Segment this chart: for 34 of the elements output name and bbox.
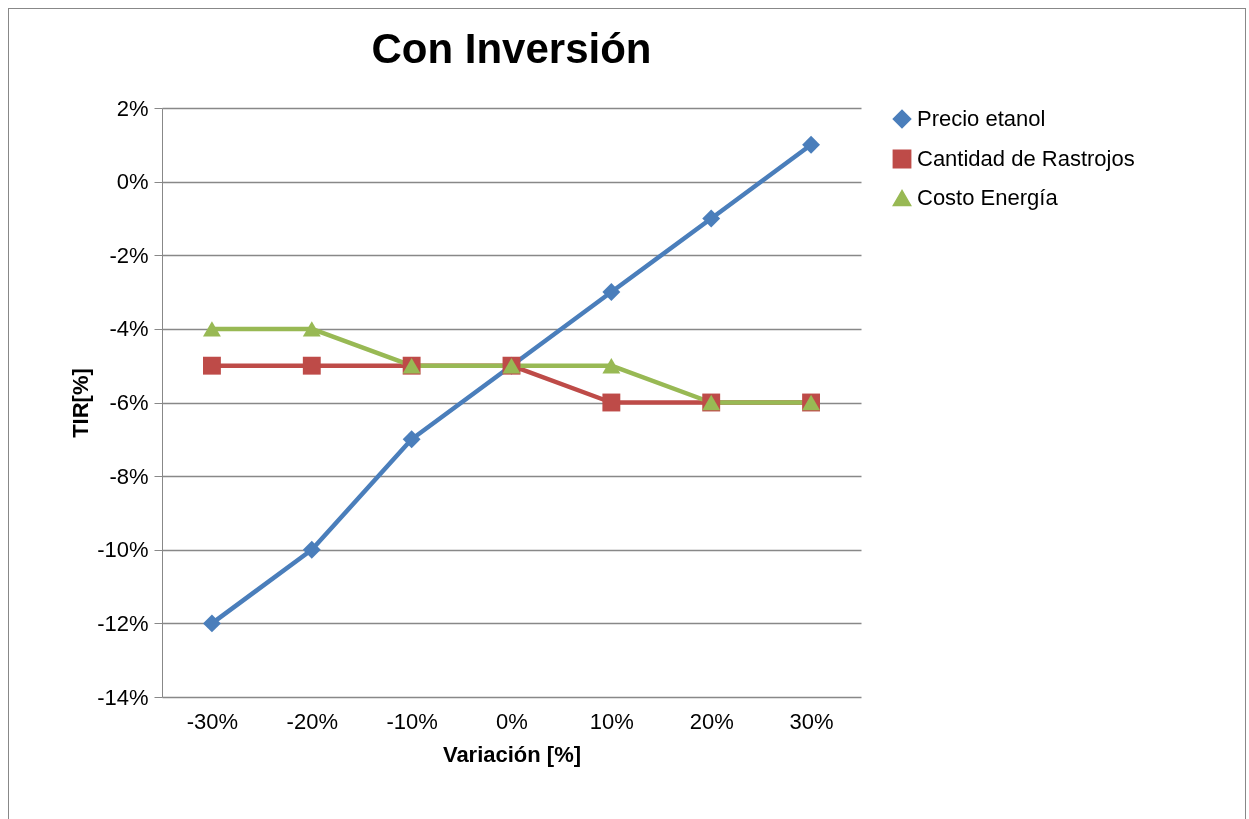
point [602,283,621,302]
point [402,430,421,449]
point [302,540,321,559]
y-tick-label: 2% [116,95,149,121]
x-tick-label: -10% [386,708,438,734]
point [202,356,221,375]
chart-title: Con Inversión [371,25,652,72]
point [202,614,221,633]
point [602,357,621,374]
y-tick-label: -14% [97,684,149,710]
y-tick-label: -6% [109,390,149,415]
y-tick-label: -10% [97,537,149,563]
x-axis-title: Variación [%] [442,741,582,767]
x-tick-label: 0% [496,708,528,734]
point [302,356,321,375]
x-tick-label: -30% [186,708,239,734]
x-tick-label: 10% [589,708,634,734]
point [202,321,221,337]
y-tick-label: -12% [97,610,149,636]
legend-label: Costo Energía [917,185,1059,210]
y-tick-label: -4% [109,316,149,342]
legend-label: Cantidad de Rastrojos [917,146,1135,171]
y-tick-label: -8% [109,463,149,489]
point [702,209,721,228]
x-tick-label: 20% [689,708,734,734]
point [602,393,621,412]
x-tick-label: -20% [286,708,338,734]
y-tick-label: 0% [116,169,149,195]
y-axis-title: TIR[%] [68,368,94,438]
legend-label: Precio etanol [917,106,1046,131]
point [802,135,821,154]
point [302,321,321,337]
y-tick-label: -2% [109,242,149,268]
x-tick-label: 30% [789,708,834,734]
